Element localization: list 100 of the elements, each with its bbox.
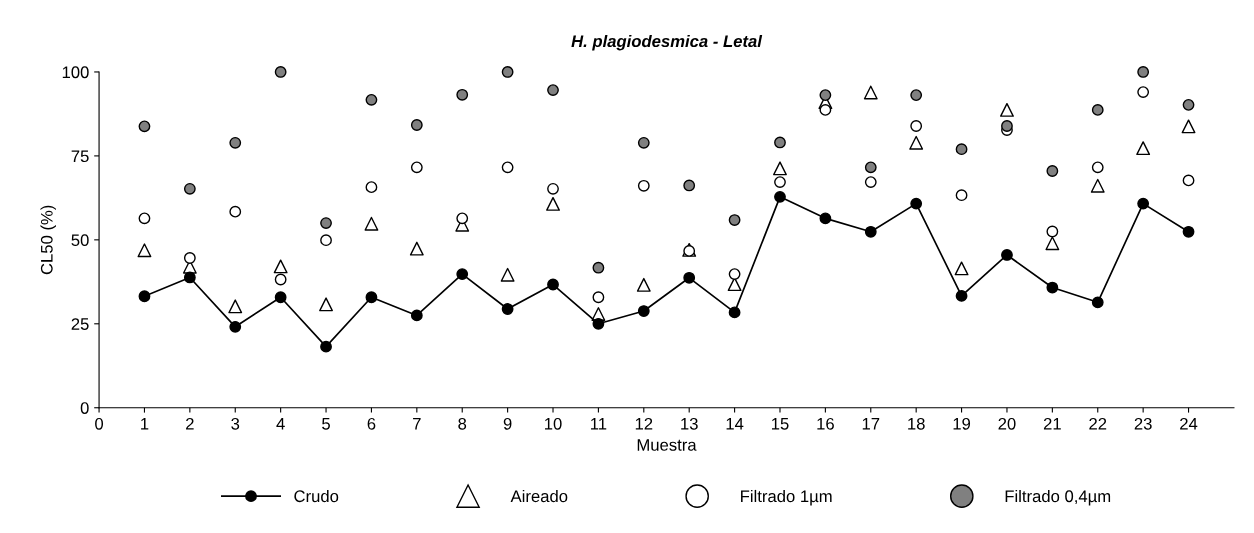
point bbox=[547, 182, 559, 195]
point bbox=[637, 179, 650, 192]
x-tick-label: 13 bbox=[681, 417, 698, 430]
point bbox=[1046, 281, 1059, 294]
point bbox=[320, 234, 332, 247]
point bbox=[774, 190, 786, 203]
point bbox=[546, 196, 560, 211]
point bbox=[138, 290, 151, 303]
point bbox=[229, 205, 242, 218]
point bbox=[955, 189, 968, 202]
point bbox=[1137, 66, 1150, 78]
point bbox=[864, 225, 877, 238]
point bbox=[183, 182, 196, 195]
point bbox=[410, 161, 423, 174]
point bbox=[819, 103, 832, 116]
point bbox=[728, 214, 741, 226]
point bbox=[683, 179, 696, 192]
legend-label: Filtrado 0,4µm bbox=[1005, 489, 1111, 506]
x-tick-label: 24 bbox=[1180, 417, 1198, 430]
y-tick-label: 25 bbox=[71, 318, 89, 330]
x-tick-label: 14 bbox=[726, 418, 744, 430]
y-tick-label: 0 bbox=[80, 402, 89, 414]
point bbox=[592, 261, 605, 274]
y-tick-label: 100 bbox=[62, 66, 89, 79]
x-axis-title: Muestra bbox=[637, 439, 697, 451]
point bbox=[1090, 178, 1105, 193]
x-tick-label: 22 bbox=[1089, 417, 1107, 430]
point bbox=[1091, 103, 1104, 116]
x-tick-label: 7 bbox=[413, 418, 421, 430]
point bbox=[592, 317, 605, 330]
x-tick-label: 12 bbox=[635, 417, 653, 430]
x-tick-label: 9 bbox=[503, 417, 512, 430]
chart-title: H. plagiodesmica - Letal bbox=[571, 34, 763, 51]
point bbox=[637, 305, 650, 317]
point bbox=[410, 119, 423, 131]
point bbox=[909, 135, 924, 150]
x-tick-label: 3 bbox=[231, 417, 240, 430]
point bbox=[955, 290, 968, 302]
point bbox=[183, 252, 196, 264]
point bbox=[1137, 197, 1150, 210]
point bbox=[1182, 225, 1195, 238]
point bbox=[320, 217, 332, 229]
point bbox=[1046, 225, 1059, 238]
point bbox=[774, 136, 786, 149]
point bbox=[365, 93, 378, 106]
point bbox=[1091, 296, 1104, 309]
point bbox=[592, 291, 605, 304]
point bbox=[365, 291, 378, 304]
point bbox=[500, 267, 515, 282]
point bbox=[1136, 141, 1151, 156]
point bbox=[274, 291, 287, 304]
point bbox=[229, 136, 242, 149]
point bbox=[1000, 102, 1014, 117]
point bbox=[1046, 165, 1059, 177]
x-tick-label: 8 bbox=[458, 417, 467, 430]
point bbox=[819, 212, 832, 225]
point bbox=[1001, 249, 1013, 261]
point bbox=[364, 216, 379, 231]
point bbox=[910, 120, 923, 132]
point bbox=[228, 299, 243, 314]
point bbox=[501, 303, 514, 315]
point bbox=[320, 340, 332, 353]
x-tick-label: 19 bbox=[953, 417, 971, 430]
point bbox=[409, 241, 424, 256]
point bbox=[819, 89, 832, 102]
point bbox=[1182, 174, 1195, 187]
point bbox=[728, 268, 741, 281]
x-tick-label: 1 bbox=[141, 418, 149, 430]
x-tick-label: 17 bbox=[862, 418, 880, 430]
point bbox=[274, 273, 287, 286]
x-tick-label: 0 bbox=[95, 417, 104, 430]
point bbox=[1091, 161, 1104, 174]
x-tick-label: 10 bbox=[545, 417, 562, 430]
point bbox=[955, 143, 968, 156]
point bbox=[547, 278, 559, 291]
point bbox=[954, 261, 969, 276]
point bbox=[274, 66, 287, 78]
x-tick-label: 6 bbox=[367, 417, 376, 430]
x-tick-label: 21 bbox=[1043, 417, 1061, 430]
point bbox=[1045, 236, 1060, 251]
point bbox=[910, 89, 923, 102]
point bbox=[365, 181, 378, 194]
legend-label: Crudo bbox=[294, 489, 339, 503]
y-tick-label: 50 bbox=[71, 234, 89, 247]
point bbox=[319, 297, 333, 312]
point bbox=[910, 197, 923, 210]
point bbox=[138, 120, 151, 133]
x-tick-label: 18 bbox=[908, 417, 925, 430]
point bbox=[183, 271, 196, 284]
x-tick-label: 15 bbox=[771, 418, 789, 430]
point bbox=[410, 309, 423, 322]
point bbox=[1001, 120, 1013, 132]
point bbox=[137, 243, 152, 258]
point bbox=[636, 277, 651, 292]
point bbox=[456, 88, 469, 101]
x-tick-label: 16 bbox=[817, 417, 834, 430]
point bbox=[727, 277, 742, 292]
legend-label: Aireado bbox=[510, 489, 568, 503]
point bbox=[864, 161, 877, 174]
point bbox=[728, 306, 741, 319]
